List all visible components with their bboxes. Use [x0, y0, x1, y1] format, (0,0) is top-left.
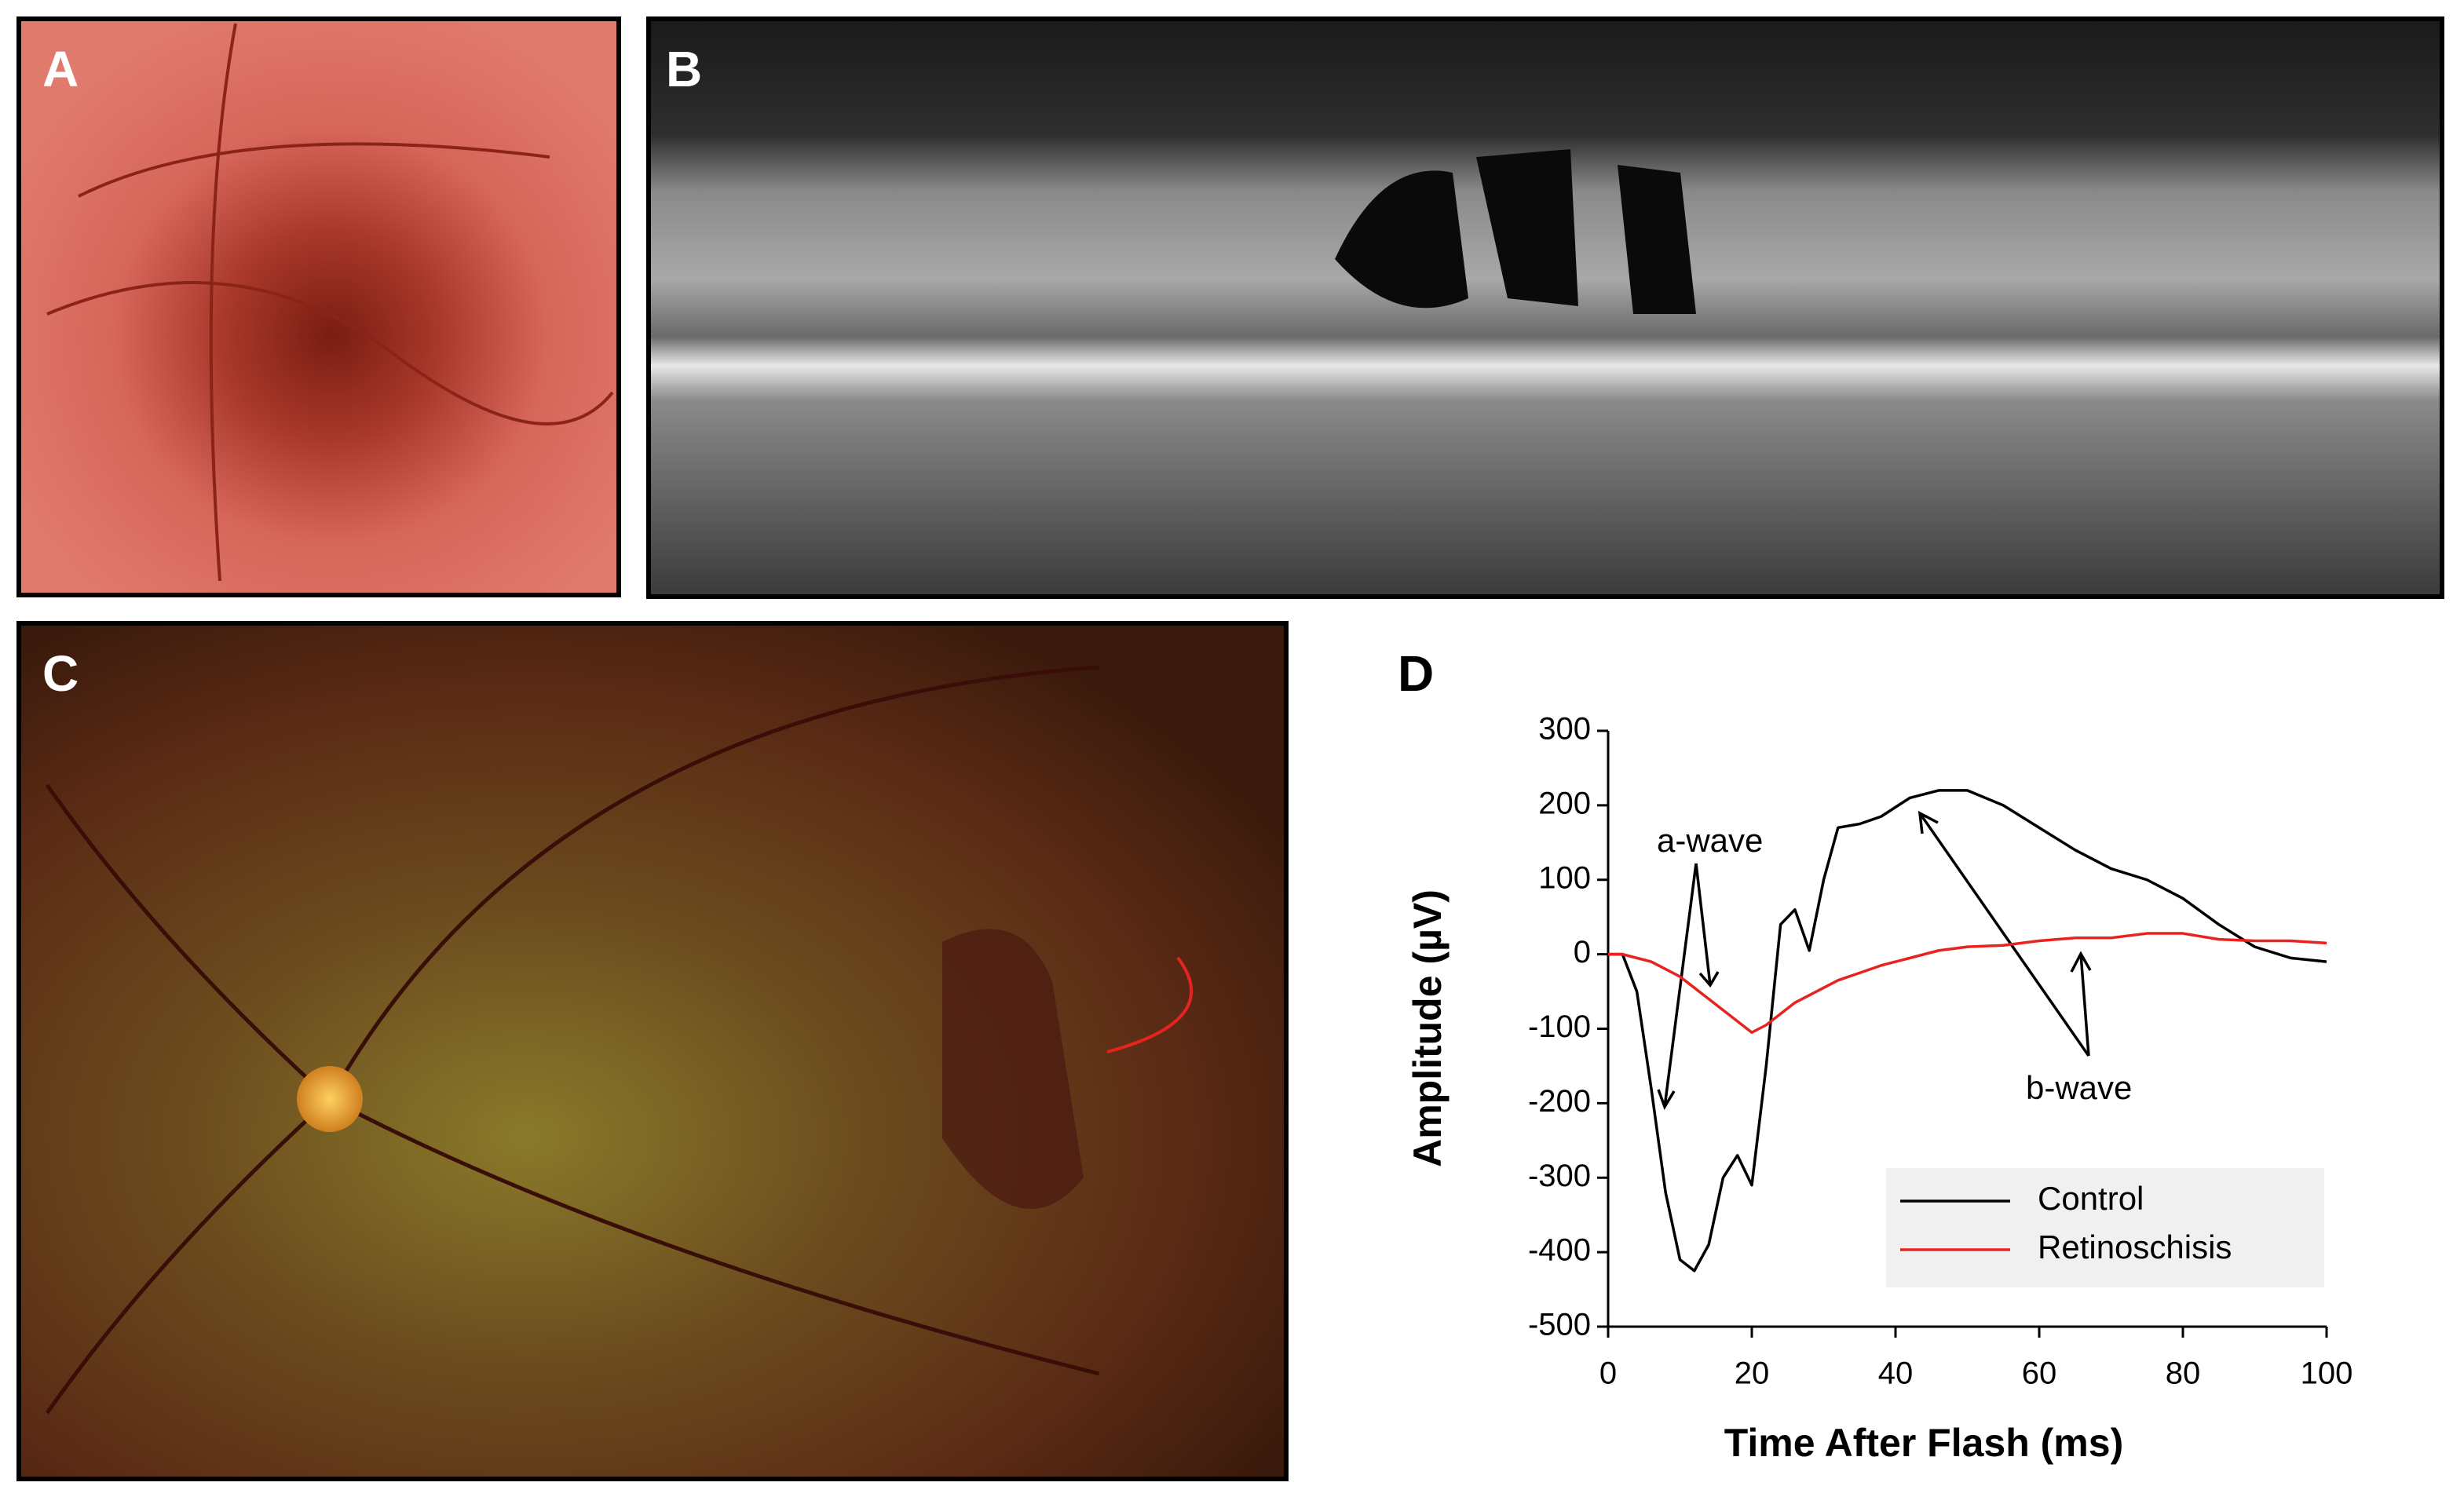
panel-label: D	[1398, 645, 1434, 702]
vessels	[46, 23, 614, 582]
y-tick-label: -300	[1528, 1159, 1591, 1193]
annotation: b-wave	[2026, 1069, 2132, 1106]
legend-label: Control	[2038, 1180, 2144, 1217]
legend-box	[1886, 1168, 2324, 1287]
x-tick-label: 0	[1599, 1356, 1617, 1391]
panel-label: C	[42, 645, 79, 702]
y-tick-label: -100	[1528, 1010, 1591, 1044]
y-tick-label: -500	[1528, 1308, 1591, 1342]
x-tick-label: 40	[1878, 1356, 1914, 1391]
y-tick-label: -400	[1528, 1233, 1591, 1268]
vessels	[45, 665, 1100, 1415]
optic-disc	[297, 1066, 363, 1132]
series-line	[1608, 932, 2327, 1034]
y-axis-label: Amplitude (µV)	[1406, 889, 1450, 1167]
cysts	[1335, 149, 1696, 314]
annotation-arrows	[1657, 810, 2092, 1111]
schisis-area	[942, 929, 1084, 1209]
y-tick-label: 200	[1538, 786, 1591, 820]
x-tick-label: 60	[2022, 1356, 2057, 1391]
arrow	[1106, 956, 1194, 1053]
x-axis-label: Time After Flash (ms)	[1724, 1421, 2123, 1465]
x-tick-label: 100	[2301, 1356, 2353, 1391]
legend-label: Retinoschisis	[2038, 1229, 2232, 1265]
annotation: a-wave	[1657, 822, 1763, 859]
series-line	[1608, 789, 2327, 1272]
oct-scan	[646, 16, 2444, 599]
y-tick-label: 100	[1538, 860, 1591, 895]
x-tick-label: 20	[1735, 1356, 1770, 1391]
y-tick-label: 0	[1574, 935, 1591, 969]
panel-label: A	[42, 41, 79, 97]
widefield-photo	[16, 621, 1289, 1481]
x-tick-label: 80	[2166, 1356, 2201, 1391]
y-tick-label: 300	[1538, 712, 1591, 747]
fundus-photo	[16, 16, 621, 597]
y-tick-label: -200	[1528, 1084, 1591, 1119]
panel-label: B	[666, 41, 702, 97]
